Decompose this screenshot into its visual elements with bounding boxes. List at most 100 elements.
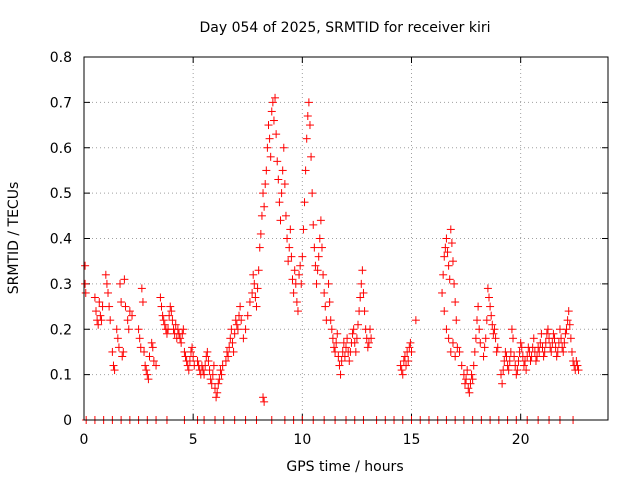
data-point <box>440 307 449 316</box>
data-point <box>451 298 460 307</box>
y-tick-label: 0.8 <box>50 50 72 66</box>
data-point <box>476 338 485 347</box>
data-point <box>558 343 567 352</box>
data-point <box>331 347 340 356</box>
data-point <box>253 284 262 293</box>
data-point <box>156 293 165 302</box>
data-point <box>327 325 336 334</box>
data-point <box>492 347 501 356</box>
data-point <box>213 388 222 397</box>
data-point <box>402 361 411 370</box>
data-point <box>358 266 367 275</box>
data-point <box>147 338 156 347</box>
data-point <box>342 343 350 352</box>
data-point <box>261 180 270 189</box>
data-point <box>200 370 209 379</box>
data-point <box>167 307 176 316</box>
data-point <box>549 329 558 338</box>
data-point <box>321 302 330 311</box>
data-point <box>441 243 450 252</box>
data-point <box>215 375 224 384</box>
data-point <box>280 180 289 189</box>
data-point <box>316 216 325 225</box>
data-point <box>119 347 128 356</box>
data-point <box>121 302 130 311</box>
data-point <box>267 107 276 116</box>
data-point <box>315 234 324 243</box>
data-point <box>108 347 117 356</box>
data-point <box>279 143 288 152</box>
data-point <box>296 261 305 270</box>
data-point <box>493 343 502 352</box>
data-point <box>81 279 90 288</box>
data-point <box>480 343 489 352</box>
data-point <box>336 370 345 379</box>
data-point <box>266 152 275 161</box>
data-point <box>149 357 158 366</box>
data-point <box>95 298 104 307</box>
data-point <box>442 325 451 334</box>
data-point <box>519 361 528 370</box>
data-point <box>503 361 512 370</box>
x-tick-label: 10 <box>293 432 311 448</box>
y-tick-label: 0.2 <box>50 322 72 338</box>
data-point <box>233 325 242 334</box>
data-point <box>142 366 151 375</box>
data-point <box>117 298 126 307</box>
data-point <box>465 388 474 397</box>
data-point <box>300 198 309 207</box>
data-point <box>208 370 217 379</box>
data-point <box>481 334 490 343</box>
data-point <box>562 325 571 334</box>
data-point <box>531 357 540 366</box>
data-point <box>224 352 233 361</box>
data-point <box>504 366 513 375</box>
data-point <box>259 189 268 198</box>
data-point <box>357 279 366 288</box>
data-point <box>185 357 194 366</box>
data-point <box>251 293 260 302</box>
data-point <box>263 143 272 152</box>
data-point <box>204 357 213 366</box>
data-point <box>457 361 466 370</box>
y-tick-label: 0.7 <box>50 95 72 111</box>
data-point <box>141 361 150 370</box>
data-point <box>178 329 187 338</box>
data-point <box>367 334 376 343</box>
data-point <box>94 320 103 329</box>
x-tick-label: 15 <box>403 432 421 448</box>
data-point <box>485 293 494 302</box>
data-point <box>272 130 281 139</box>
data-point <box>143 370 152 379</box>
data-point <box>529 334 538 343</box>
data-point <box>159 316 168 325</box>
data-point <box>262 166 271 175</box>
data-point <box>135 334 144 343</box>
data-point <box>486 302 495 311</box>
data-point <box>565 320 574 329</box>
data-point <box>455 347 464 356</box>
data-point <box>407 347 416 356</box>
data-point <box>329 343 338 352</box>
data-point <box>96 311 105 320</box>
data-point <box>307 152 316 161</box>
data-point <box>102 279 111 288</box>
data-point <box>134 325 143 334</box>
data-point <box>406 338 415 347</box>
y-tick-label: 0.5 <box>50 186 72 202</box>
data-point <box>305 121 314 130</box>
data-point <box>470 347 479 356</box>
data-point <box>166 302 175 311</box>
data-point <box>343 334 352 343</box>
data-point <box>405 343 414 352</box>
data-point <box>439 270 448 279</box>
data-point <box>552 352 561 361</box>
data-point <box>337 357 346 366</box>
data-point <box>411 316 420 325</box>
data-point <box>511 361 520 370</box>
data-point <box>202 352 211 361</box>
data-point <box>543 325 552 334</box>
data-point <box>138 298 147 307</box>
data-point <box>448 338 457 347</box>
